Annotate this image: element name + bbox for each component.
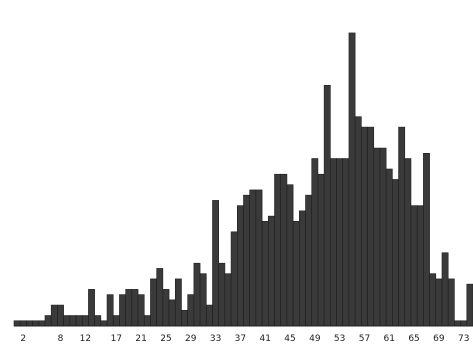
bar-53 [336, 158, 344, 327]
x-tick-label-41: 41 [259, 334, 270, 344]
bar-3 [26, 320, 33, 327]
bar-32 [205, 304, 213, 327]
bar-65 [410, 205, 418, 327]
x-tick-label-65: 65 [408, 334, 419, 344]
bar-67 [423, 153, 430, 327]
bar-18 [119, 294, 126, 327]
bar-16 [106, 294, 114, 327]
bar-66 [416, 205, 424, 327]
bar-61 [385, 168, 393, 327]
x-tick-label-17: 17 [111, 334, 122, 344]
bar-43 [274, 173, 282, 327]
bar-34 [218, 262, 226, 327]
bar-10 [69, 315, 77, 327]
bar-27 [174, 278, 182, 327]
bar-46 [292, 221, 300, 327]
x-tick-label-69: 69 [433, 334, 445, 344]
bar-72 [454, 320, 461, 327]
bar-60 [379, 147, 387, 327]
bar-23 [150, 278, 157, 327]
bar-20 [131, 289, 139, 327]
bar-54 [342, 158, 350, 327]
bar-11 [75, 315, 83, 327]
x-tick-label-8: 8 [58, 334, 64, 344]
x-tick-label-33: 33 [210, 334, 221, 344]
bar-45 [286, 184, 294, 327]
bar-7 [50, 304, 58, 327]
bar-37 [237, 205, 244, 327]
bar-73 [460, 320, 468, 327]
bar-29 [187, 294, 195, 327]
bar-1 [13, 320, 21, 327]
bar-58 [367, 126, 375, 327]
bar-13 [88, 289, 95, 327]
x-tick-label-25: 25 [160, 334, 171, 344]
bar-21 [137, 294, 145, 327]
x-tick-label-53: 53 [334, 334, 345, 344]
bar-4 [32, 320, 40, 327]
bar-36 [230, 231, 238, 327]
x-tick-label-73: 73 [458, 334, 469, 344]
bar-25 [162, 289, 170, 327]
bar-52 [330, 158, 337, 327]
bar-39 [249, 189, 257, 327]
bar-30 [193, 262, 201, 327]
bar-64 [404, 158, 412, 327]
bar-26 [168, 299, 176, 327]
bar-24 [156, 268, 164, 327]
x-tick-label-61: 61 [384, 334, 395, 344]
bar-2 [19, 320, 27, 327]
bar-55 [348, 32, 356, 327]
x-tick-label-45: 45 [284, 334, 295, 344]
bar-42 [268, 215, 275, 327]
bar-28 [181, 309, 188, 327]
bar-38 [243, 194, 250, 327]
bar-63 [398, 126, 406, 327]
bar-69 [435, 278, 443, 327]
bar-12 [81, 315, 89, 327]
bar-62 [392, 179, 399, 327]
bar-44 [280, 173, 288, 327]
x-tick-label-57: 57 [359, 334, 370, 344]
bar-6 [44, 315, 52, 327]
x-tick-label-29: 29 [185, 334, 197, 344]
bar-74 [466, 283, 473, 327]
bar-57 [361, 126, 368, 327]
x-tick-label-12: 12 [80, 334, 91, 344]
bar-9 [63, 315, 71, 327]
bar-22 [143, 315, 151, 327]
bar-40 [255, 189, 263, 327]
bar-51 [323, 84, 331, 327]
bar-33 [212, 200, 219, 327]
bar-17 [112, 315, 120, 327]
x-tick-label-2: 2 [20, 334, 26, 344]
x-tick-label-37: 37 [235, 334, 246, 344]
bar-15 [100, 320, 108, 327]
bar-31 [199, 273, 207, 327]
bar-41 [261, 221, 269, 327]
bar-47 [299, 210, 306, 327]
bars-group [13, 32, 473, 327]
bar-70 [441, 252, 449, 327]
bar-50 [317, 173, 325, 327]
bar-71 [447, 278, 455, 327]
bar-68 [429, 273, 437, 327]
bar-35 [224, 273, 232, 327]
bar-49 [311, 158, 319, 327]
bar-5 [38, 320, 46, 327]
bar-48 [305, 194, 313, 327]
x-tick-labels: 2 8 12 17 21 25 29 33 37 41 45 49 53 57 61 65 69 73 [20, 334, 469, 344]
bar-14 [94, 315, 102, 327]
x-tick-label-21: 21 [135, 334, 146, 344]
x-tick-label-49: 49 [309, 334, 321, 344]
bar-59 [373, 147, 381, 327]
bar-19 [125, 289, 133, 327]
bar-56 [354, 116, 362, 327]
bar-8 [57, 304, 64, 327]
